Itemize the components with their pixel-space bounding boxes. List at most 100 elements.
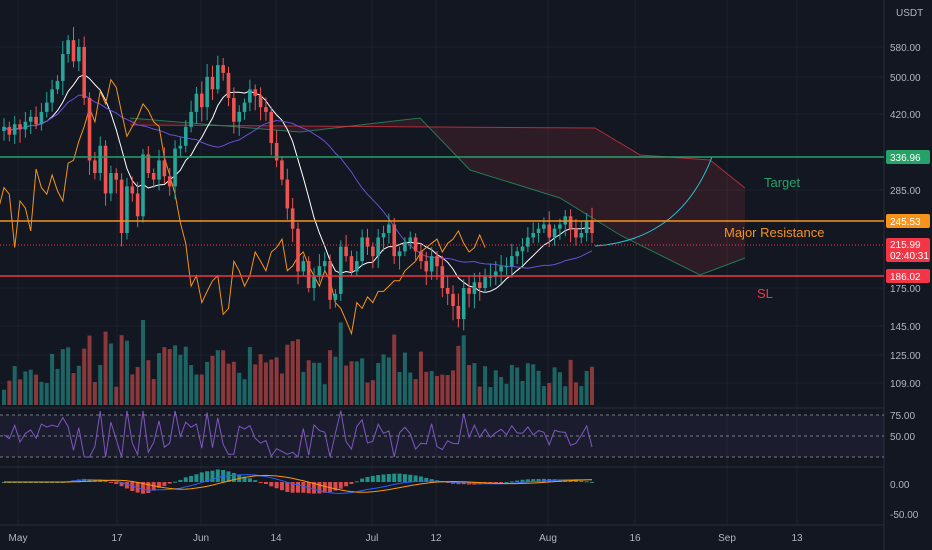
macd-histogram-bar <box>82 478 87 482</box>
volume-bar <box>173 345 178 405</box>
time-tick-label: Jun <box>193 533 209 544</box>
time-axis[interactable]: May 17 Jun 14 Jul 12 Aug 16 Sep 13 <box>9 533 803 544</box>
volume-bar <box>135 367 140 405</box>
level-price-text: 186.02 <box>890 272 921 283</box>
macd-tick-label: -50.00 <box>890 510 919 521</box>
candle-body <box>526 237 530 247</box>
volume-bar <box>215 350 220 405</box>
macd-histogram-bar <box>210 470 215 482</box>
macd-histogram-bar <box>477 482 482 485</box>
candle-body <box>77 47 81 62</box>
volume-bar <box>221 350 226 405</box>
candle-body <box>93 160 97 173</box>
candle-body <box>55 80 60 90</box>
volume-bar <box>237 372 242 405</box>
macd-histogram-bar <box>317 482 322 494</box>
volume-bar <box>306 360 311 405</box>
volume-bar <box>445 375 450 405</box>
volume-bar <box>557 372 562 405</box>
volume-bar <box>60 349 65 405</box>
macd-histogram-bar <box>402 474 407 482</box>
volume-bar <box>296 339 300 405</box>
macd-histogram-bar <box>114 482 119 485</box>
macd-histogram-bar <box>418 476 423 482</box>
candle-body <box>18 124 22 130</box>
macd-histogram-bar <box>296 482 300 493</box>
volume-bar <box>183 346 188 405</box>
candle-body <box>467 288 471 294</box>
macd-histogram-bar <box>504 481 509 483</box>
price-tick-label: 109.00 <box>890 379 921 390</box>
macd-histogram-bar <box>290 482 295 493</box>
candle-body <box>210 76 215 90</box>
candle-body <box>413 237 418 252</box>
currency-label: USDT <box>896 8 923 19</box>
candle-body <box>483 276 487 288</box>
volume-bar <box>28 369 33 405</box>
last-price-countdown: 02:40:31 <box>890 251 929 262</box>
volume-bar <box>483 366 488 405</box>
macd-tick-label: 0.00 <box>890 480 910 491</box>
volume-bar <box>231 361 236 405</box>
level-annotation: Target <box>764 175 801 190</box>
candle-body <box>119 179 124 234</box>
macd-histogram-bar <box>322 482 327 493</box>
candle-body <box>387 224 391 234</box>
volume-bar <box>434 375 439 405</box>
volume-bar <box>536 370 541 405</box>
volume-bar <box>124 340 129 405</box>
macd-histogram-bar <box>258 482 263 483</box>
volume-bar <box>413 379 418 405</box>
volume-bar <box>39 381 44 405</box>
level-price-tag <box>886 150 930 164</box>
candle-body <box>429 256 434 272</box>
candle-body <box>82 47 86 99</box>
macd-histogram-bar <box>525 479 530 482</box>
candle-body <box>66 40 70 55</box>
candle-body <box>248 89 252 103</box>
volume-bar <box>269 359 274 405</box>
candle-body <box>493 271 498 277</box>
macd-histogram-bar <box>285 482 290 492</box>
macd-histogram-bar <box>499 482 504 483</box>
candle-body <box>488 276 493 278</box>
candle-body <box>360 237 364 262</box>
macd-histogram-bar <box>215 469 220 482</box>
price-axis[interactable]: USDT 580.00 500.00 420.00 285.00 175.00 145.00… <box>890 8 923 521</box>
volume-bar <box>472 363 477 405</box>
volume-bar <box>157 353 162 405</box>
volume-bar <box>76 365 81 405</box>
volume-bar <box>568 359 573 405</box>
volume-bar <box>285 344 290 405</box>
candle-body <box>376 237 380 257</box>
candle-body <box>189 111 193 127</box>
candle-body <box>50 89 54 103</box>
rsi-tick-label: 50.00 <box>890 432 915 443</box>
macd-histogram-bar <box>365 476 370 482</box>
candle-body <box>162 160 167 177</box>
volume-bar <box>290 341 295 405</box>
macd-histogram-bar <box>520 479 525 482</box>
volume-bar <box>140 320 145 405</box>
volume-bar <box>242 379 247 405</box>
candle-body <box>103 145 108 194</box>
volume-bar <box>322 384 327 405</box>
candle-body <box>7 126 12 135</box>
candle-body <box>226 72 231 99</box>
candle-body <box>381 233 386 238</box>
volume-bar <box>525 363 530 405</box>
candle-body <box>258 95 263 108</box>
macd-histogram-bar <box>199 472 204 482</box>
price-tick-label: 145.00 <box>890 322 921 333</box>
macd-histogram-bar <box>140 482 145 494</box>
candle-body <box>408 237 413 242</box>
volume-bar <box>2 389 6 405</box>
candle-body <box>590 220 594 234</box>
volume-bar <box>376 363 381 405</box>
volume-bar <box>178 354 183 405</box>
volume-bar <box>451 370 456 405</box>
price-tick-label: 500.00 <box>890 73 921 84</box>
volume-bar <box>92 382 97 405</box>
macd-histogram-bar <box>312 482 317 494</box>
